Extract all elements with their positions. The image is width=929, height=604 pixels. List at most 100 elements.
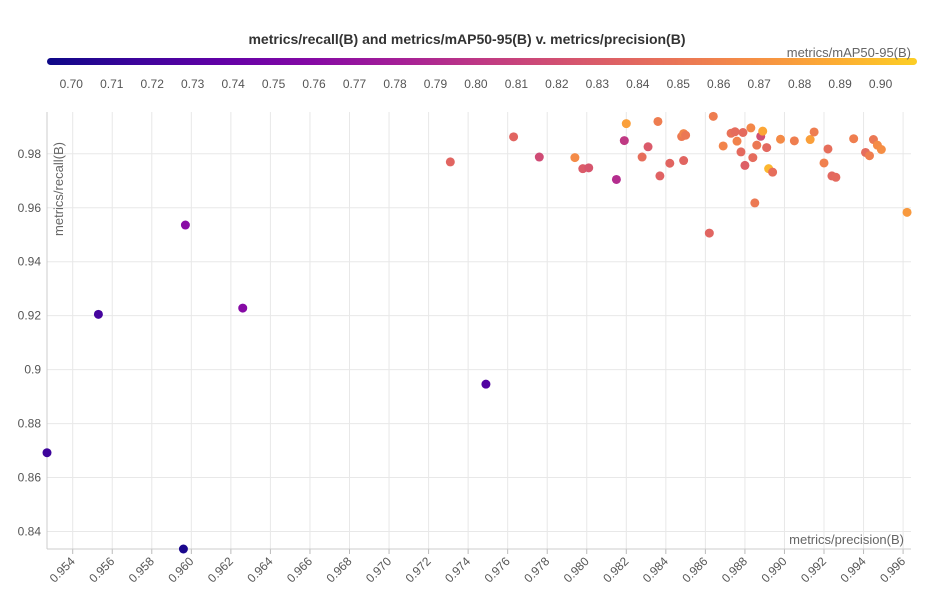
colorbar-tick-label: 0.82 (545, 77, 569, 91)
data-point (746, 123, 756, 133)
data-point (445, 157, 455, 167)
data-point (637, 152, 647, 162)
x-tick-label: 0.956 (86, 554, 117, 585)
colorbar-tick-label: 0.81 (505, 77, 529, 91)
data-point (776, 134, 786, 144)
colorbar-tick-label: 0.85 (667, 77, 691, 91)
data-point (809, 127, 819, 137)
data-point (876, 144, 886, 154)
data-point (653, 116, 663, 126)
y-tick-label: 0.84 (18, 524, 42, 538)
x-tick-label: 0.996 (877, 554, 908, 585)
data-point (849, 134, 859, 144)
data-point (611, 174, 621, 184)
y-tick-label: 0.9 (24, 363, 41, 377)
data-point (42, 448, 52, 458)
x-tick-label: 0.964 (244, 554, 275, 585)
y-tick-label: 0.96 (18, 201, 42, 215)
colorbar-tick-label: 0.76 (302, 77, 326, 91)
x-tick-label: 0.978 (521, 554, 552, 585)
data-point (823, 144, 833, 154)
colorbar-tick-label: 0.71 (100, 77, 124, 91)
y-axis-label: metrics/recall(B) (51, 142, 66, 236)
data-point (762, 143, 772, 153)
data-point (758, 126, 768, 136)
data-point (708, 111, 718, 121)
colorbar-tick-label: 0.80 (464, 77, 488, 91)
x-axis-label: metrics/precision(B) (789, 532, 904, 547)
data-point (805, 135, 815, 145)
colorbar-tick-label: 0.74 (221, 77, 245, 91)
colorbar-label: metrics/mAP50-95(B) (787, 45, 911, 60)
colorbar-tick-label: 0.83 (586, 77, 610, 91)
data-point (621, 119, 631, 129)
data-point (748, 153, 758, 163)
data-point (732, 136, 742, 146)
colorbar-tick-label: 0.75 (262, 77, 286, 91)
colorbar-tick-label: 0.84 (626, 77, 650, 91)
colorbar-tick-label: 0.87 (748, 77, 772, 91)
data-point (509, 132, 519, 142)
x-tick-label: 0.974 (442, 554, 473, 585)
data-point (481, 379, 491, 389)
colorbar-tick-label: 0.90 (869, 77, 893, 91)
x-tick-label: 0.986 (679, 554, 710, 585)
y-tick-label: 0.86 (18, 471, 42, 485)
colorbar-tick-label: 0.70 (60, 77, 84, 91)
x-tick-label: 0.982 (600, 554, 631, 585)
x-tick-label: 0.988 (719, 554, 750, 585)
data-point (619, 136, 629, 146)
x-tick-label: 0.976 (482, 554, 513, 585)
chart-title: metrics/recall(B) and metrics/mAP50-95(B… (248, 31, 685, 47)
x-tick-label: 0.960 (165, 554, 196, 585)
x-tick-label: 0.980 (561, 554, 592, 585)
data-point (93, 309, 103, 319)
x-tick-label: 0.966 (284, 554, 315, 585)
colorbar-tick-label: 0.77 (343, 77, 367, 91)
data-point (750, 198, 760, 208)
data-point (655, 171, 665, 181)
data-point (178, 544, 188, 554)
x-tick-label: 0.970 (363, 554, 394, 585)
x-tick-label: 0.968 (323, 554, 354, 585)
colorbar-tick-label: 0.79 (424, 77, 448, 91)
data-point (752, 140, 762, 150)
data-point (665, 158, 675, 168)
data-point (718, 141, 728, 151)
x-tick-label: 0.994 (838, 554, 869, 585)
x-tick-label: 0.972 (403, 554, 434, 585)
data-point (864, 151, 874, 161)
colorbar-tick-label: 0.72 (141, 77, 165, 91)
data-point (789, 136, 799, 146)
data-point (704, 228, 714, 238)
data-point (819, 158, 829, 168)
y-tick-label: 0.88 (18, 417, 42, 431)
data-point (768, 167, 778, 177)
colorbar-tick-label: 0.78 (383, 77, 407, 91)
x-tick-label: 0.990 (758, 554, 789, 585)
x-tick-label: 0.992 (798, 554, 829, 585)
y-tick-label: 0.98 (18, 147, 42, 161)
grid-lines (47, 112, 911, 549)
colorbar-gradient (47, 58, 917, 65)
data-points (42, 111, 912, 554)
data-point (730, 127, 740, 137)
colorbar-tick-label: 0.88 (788, 77, 812, 91)
data-point (740, 160, 750, 170)
y-tick-label: 0.92 (18, 309, 42, 323)
data-point (643, 142, 653, 152)
data-point (738, 128, 748, 138)
data-point (238, 303, 248, 313)
y-tick-label: 0.94 (18, 255, 42, 269)
data-point (534, 152, 544, 162)
colorbar-tick-label: 0.89 (828, 77, 852, 91)
data-point (679, 156, 689, 166)
data-point (180, 220, 190, 230)
data-point (736, 147, 746, 157)
colorbar-tick-label: 0.73 (181, 77, 205, 91)
data-point (570, 153, 580, 163)
data-point (902, 207, 912, 217)
data-point (831, 172, 841, 182)
x-tick-label: 0.954 (47, 554, 78, 585)
